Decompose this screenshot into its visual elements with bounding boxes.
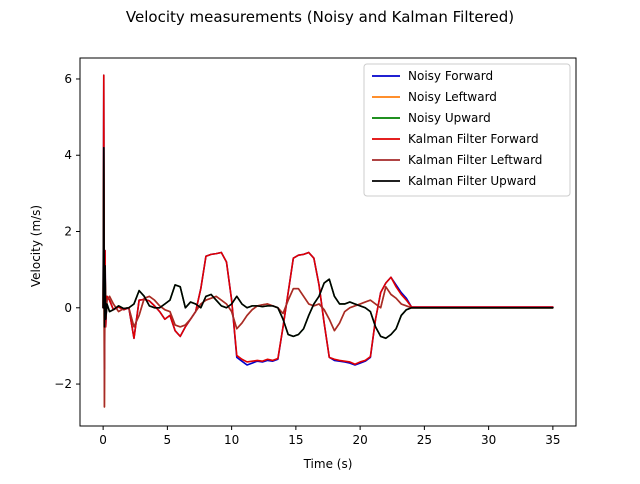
x-tick-label: 35	[545, 433, 560, 447]
legend-label: Noisy Upward	[408, 111, 491, 125]
x-tick-label: 20	[352, 433, 367, 447]
series-line-kalman-filter-upward	[102, 146, 554, 340]
legend-label: Kalman Filter Forward	[408, 132, 539, 146]
tick-layer: 0 5 10 15 20 25 30 35 −2 0 2 4 6	[54, 72, 560, 447]
x-tick-label: 15	[288, 433, 303, 447]
series-layer	[102, 74, 554, 408]
legend-label: Noisy Forward	[408, 69, 493, 83]
series-line-kalman-filter-leftward	[102, 200, 554, 408]
series-line-kalman-filter-forward	[102, 74, 554, 370]
x-tick-label: 0	[99, 433, 107, 447]
y-tick-label: −2	[54, 377, 72, 391]
x-tick-label: 10	[224, 433, 239, 447]
plot-frame	[79, 57, 577, 427]
y-axis-label: Velocity (m/s)	[29, 205, 43, 287]
legend-label: Noisy Leftward	[408, 90, 497, 104]
series-line-noisy-leftward	[102, 200, 554, 408]
x-tick-label: 5	[164, 433, 172, 447]
legend-box	[363, 63, 571, 197]
y-tick-label: 0	[64, 301, 72, 315]
x-axis-label: Time (s)	[303, 457, 353, 471]
legend-label: Kalman Filter Upward	[408, 174, 536, 188]
x-tick-label: 30	[481, 433, 496, 447]
y-tick-label: 4	[64, 148, 72, 162]
x-tick-label: 25	[417, 433, 432, 447]
legend-label: Kalman Filter Leftward	[408, 153, 542, 167]
y-tick-label: 2	[64, 225, 72, 239]
chart-title: Velocity measurements (Noisy and Kalman …	[126, 8, 514, 26]
y-tick-label: 6	[64, 72, 72, 86]
legend: Noisy Forward Noisy Leftward Noisy Upward K…	[363, 63, 571, 197]
